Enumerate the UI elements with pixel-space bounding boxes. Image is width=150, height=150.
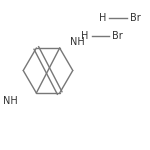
Text: H: H <box>99 13 106 23</box>
Text: Br: Br <box>112 31 123 41</box>
Text: H: H <box>81 31 89 41</box>
Text: NH: NH <box>70 37 85 47</box>
Text: Br: Br <box>130 13 140 23</box>
Text: NH: NH <box>3 96 17 105</box>
